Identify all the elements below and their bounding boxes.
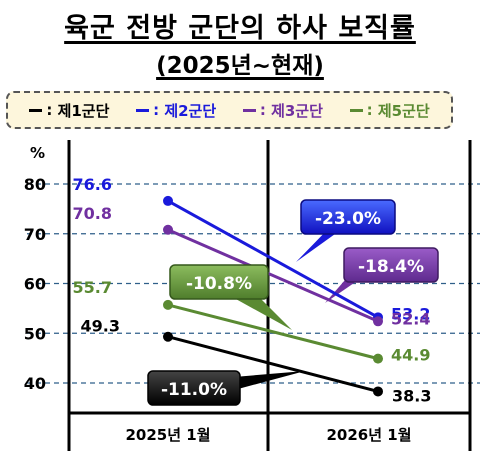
data-point-2-1 bbox=[163, 195, 173, 206]
data-label-2-1: 76.6 bbox=[73, 175, 112, 194]
callout-2-text: -23.0% bbox=[315, 209, 381, 229]
y-unit-label: % bbox=[30, 144, 45, 162]
legend-label-3: 제3군단 bbox=[271, 101, 323, 120]
legend-swatch-2 bbox=[136, 108, 150, 112]
data-point-3-2 bbox=[373, 316, 383, 327]
callout-5: -10.8% bbox=[169, 264, 269, 300]
x-tick-label-1: 2025년 1월 bbox=[125, 426, 210, 444]
legend-label-2: 제2군단 bbox=[164, 101, 217, 120]
data-label-4-1: 55.7 bbox=[73, 278, 112, 297]
data-label-3-2: 52.4 bbox=[391, 309, 430, 328]
chart-title: 육군 전방 군단의 하사 보직률 bbox=[64, 13, 416, 44]
legend-item-2: : 제2군단 bbox=[136, 100, 216, 121]
data-point-4-1 bbox=[163, 299, 173, 310]
legend-label-1: 제1군단 bbox=[57, 101, 110, 120]
y-tick-label-60: 60 bbox=[24, 275, 46, 294]
data-point-4-2 bbox=[373, 353, 383, 364]
data-label-4-2: 44.9 bbox=[391, 346, 430, 365]
data-label-2-2: 53.2 bbox=[391, 304, 430, 323]
data-label-3-1: 70.8 bbox=[73, 204, 112, 223]
legend-item-4: : 제5군단 bbox=[349, 100, 430, 121]
series-line-2 bbox=[167, 199, 379, 319]
y-tick-label-70: 70 bbox=[24, 225, 46, 244]
data-label-1-2: 38.3 bbox=[392, 386, 431, 405]
callout-tail-5 bbox=[225, 293, 292, 330]
callout-3-text: -18.4% bbox=[358, 257, 424, 277]
x-tick-label-2: 2026년 1월 bbox=[326, 426, 411, 444]
callout-tail-1 bbox=[222, 371, 305, 389]
data-point-1-2 bbox=[373, 386, 383, 397]
callout-1-text: -11.0% bbox=[161, 380, 227, 400]
y-tick-label-40: 40 bbox=[24, 374, 46, 393]
callout-1: -11.0% bbox=[147, 370, 241, 406]
series-group: 49.3 38.3 76.6 53.2 70.8 52.4 55.7 44.9 bbox=[73, 175, 432, 406]
chart-subtitle: (2025년~현재) bbox=[156, 53, 324, 79]
y-tick-label-80: 80 bbox=[24, 175, 46, 194]
y-tick-label-50: 50 bbox=[24, 324, 46, 343]
legend-swatch-1 bbox=[29, 108, 43, 112]
data-point-3-1 bbox=[163, 224, 173, 235]
legend: : 제1군단 : 제2군단 : 제3군단 : 제5군단 bbox=[6, 91, 453, 129]
series-line-4 bbox=[167, 303, 379, 361]
callout-2: -23.0% bbox=[300, 199, 396, 235]
legend-item-1: : 제1군단 bbox=[29, 100, 109, 121]
y-tick-labels: 80 70 60 50 40 bbox=[24, 175, 46, 393]
callout-3: -18.4% bbox=[343, 247, 439, 283]
series-line-1 bbox=[167, 335, 379, 393]
legend-item-3: : 제3군단 bbox=[242, 100, 323, 121]
legend-swatch-3 bbox=[242, 108, 256, 112]
series-line-3 bbox=[167, 228, 379, 323]
callout-5-text: -10.8% bbox=[186, 274, 252, 294]
legend-swatch-4 bbox=[349, 108, 363, 112]
legend-label-4: 제5군단 bbox=[377, 101, 430, 120]
data-point-1-1 bbox=[163, 331, 173, 342]
data-label-1-1: 49.3 bbox=[81, 317, 120, 336]
